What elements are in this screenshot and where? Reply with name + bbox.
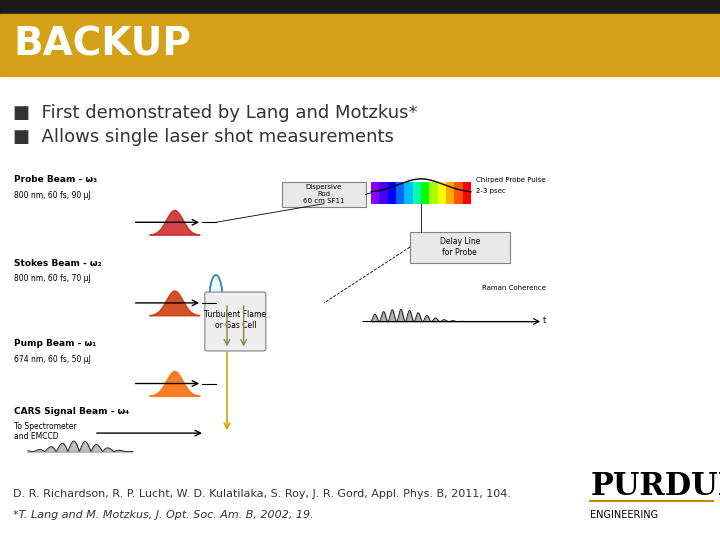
Bar [388,182,396,204]
Text: BACKUP: BACKUP [13,26,191,64]
Bar [282,182,366,207]
Text: 2-3 psec: 2-3 psec [477,188,506,194]
Text: ■  Allows single laser shot measurements: ■ Allows single laser shot measurements [13,128,394,146]
Text: Probe Beam - ω₃: Probe Beam - ω₃ [14,175,96,184]
Text: 674 nm, 60 fs, 50 μJ: 674 nm, 60 fs, 50 μJ [14,355,91,364]
Text: 800 nm, 60 fs, 90 μJ: 800 nm, 60 fs, 90 μJ [14,191,90,199]
Text: t: t [543,316,546,325]
Text: Pump Beam - ω₁: Pump Beam - ω₁ [14,339,96,348]
Text: ENGINEERING: ENGINEERING [590,510,659,521]
Bar [454,182,463,204]
Bar [396,182,405,204]
FancyBboxPatch shape [205,292,266,351]
Text: Dispersive
Rod
60 cm SF11: Dispersive Rod 60 cm SF11 [303,184,345,205]
Ellipse shape [209,275,223,331]
Bar [410,232,510,262]
Text: Turbulent Flame
or Gas Cell: Turbulent Flame or Gas Cell [204,310,266,330]
Bar [446,182,454,204]
Text: 800 nm, 60 fs, 70 μJ: 800 nm, 60 fs, 70 μJ [14,274,90,283]
Text: Raman Coherence: Raman Coherence [482,286,546,292]
Text: To Spectrometer
and EMCCD: To Spectrometer and EMCCD [14,422,76,441]
Text: Chirped Probe Pulse: Chirped Probe Pulse [477,177,546,183]
Bar [379,182,388,204]
Bar [463,182,471,204]
Bar [413,182,421,204]
Bar [372,182,379,204]
Text: PURDUE: PURDUE [590,471,720,502]
Text: D. R. Richardson, R. P. Lucht, W. D. Kulatilaka, S. Roy, J. R. Gord, Appl. Phys.: D. R. Richardson, R. P. Lucht, W. D. Kul… [13,489,511,499]
Bar [429,182,438,204]
Bar [438,182,446,204]
Text: *T. Lang and M. Motzkus, J. Opt. Soc. Am. B, 2002, 19.: *T. Lang and M. Motzkus, J. Opt. Soc. Am… [13,510,314,521]
Bar [421,182,429,204]
Text: CARS Signal Beam - ω₄: CARS Signal Beam - ω₄ [14,408,129,416]
Bar [405,182,413,204]
Text: Stokes Beam - ω₂: Stokes Beam - ω₂ [14,259,102,268]
Text: ■  First demonstrated by Lang and Motzkus*: ■ First demonstrated by Lang and Motzkus… [13,104,418,122]
Text: Delay Line
for Probe: Delay Line for Probe [440,238,480,257]
